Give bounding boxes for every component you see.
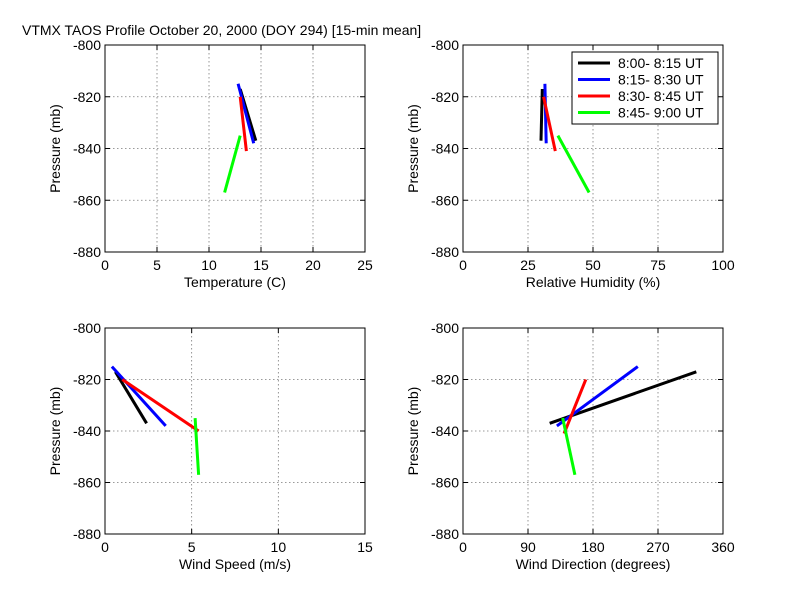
y-tick-label: -880 (73, 244, 101, 260)
figure-title: VTMX TAOS Profile October 20, 2000 (DOY … (22, 22, 421, 38)
legend-label: 8:00- 8:15 UT (618, 55, 704, 71)
x-axis-label: Wind Direction (degrees) (516, 556, 671, 572)
panels: 0 5 10 15 20 25 -880 -860 -840 -820 -800 Temperatur… (47, 37, 735, 572)
series-line-8-45-9-00 (556, 134, 591, 194)
x-tick-label: 0 (101, 257, 109, 273)
y-tick-label: -840 (431, 423, 459, 439)
legend: 8:00- 8:15 UT8:15- 8:30 UT8:30- 8:45 UT8… (571, 51, 719, 125)
x-tick-label: 20 (305, 257, 321, 273)
x-tick-label: 0 (101, 539, 109, 555)
y-tick-label: -800 (431, 320, 459, 336)
x-tick-label: 15 (357, 539, 373, 555)
panel-wind-direction: 0 90 180 270 360 -880 -860 -840 -820 -800 Wind Dir… (405, 320, 735, 572)
y-axis-label: Pressure (mb) (47, 104, 63, 193)
y-tick-label: -820 (73, 372, 101, 388)
x-tick-label: 180 (581, 539, 605, 555)
x-tick-label: 5 (188, 539, 196, 555)
y-tick-label: -800 (431, 37, 459, 53)
series-line-8-45-9-00 (223, 135, 242, 193)
y-tick-label: -860 (431, 192, 459, 208)
y-tick-label: -880 (431, 526, 459, 542)
series-line-8-45-9-00 (561, 417, 577, 476)
series-line-8-15-8-30 (236, 83, 256, 144)
series-line-8-15-8-30 (110, 365, 167, 427)
x-tick-label: 90 (520, 539, 536, 555)
y-tick-label: -840 (73, 423, 101, 439)
y-tick-label: -820 (431, 372, 459, 388)
legend-label: 8:30- 8:45 UT (618, 88, 704, 104)
x-tick-label: 10 (271, 539, 287, 555)
y-axis-label: Pressure (mb) (405, 104, 421, 193)
y-tick-label: -820 (73, 89, 101, 105)
y-tick-label: -840 (431, 141, 459, 157)
x-tick-label: 100 (711, 257, 735, 273)
x-tick-label: 0 (459, 257, 467, 273)
series-line-8-30-8-45 (562, 378, 588, 435)
y-tick-label: -800 (73, 320, 101, 336)
y-tick-label: -880 (73, 526, 101, 542)
y-tick-label: -800 (73, 37, 101, 53)
y-tick-label: -860 (73, 192, 101, 208)
series-line-8-00-8-15 (114, 371, 148, 425)
x-tick-label: 270 (646, 539, 670, 555)
series-line-8-15-8-30 (543, 83, 548, 144)
x-axis-label: Wind Speed (m/s) (179, 556, 291, 572)
x-tick-label: 0 (459, 539, 467, 555)
series-line-8-30-8-45 (238, 96, 248, 152)
y-tick-label: -840 (73, 141, 101, 157)
series-line-8-30-8-45 (121, 378, 200, 433)
legend-label: 8:15- 8:30 UT (618, 72, 704, 88)
legend-label: 8:45- 9:00 UT (618, 105, 704, 121)
x-tick-label: 15 (253, 257, 269, 273)
y-tick-label: -860 (73, 475, 101, 491)
panel-temperature: 0 5 10 15 20 25 -880 -860 -840 -820 -800 Temperatur… (47, 37, 373, 290)
series-line-8-30-8-45 (542, 96, 557, 152)
series-line-8-00-8-15 (539, 88, 544, 141)
panel-humidity: 0 25 50 75 100 -880 -860 -840 -820 -800 Relative H… (405, 37, 735, 290)
x-tick-label: 360 (711, 539, 735, 555)
series-line-8-45-9-00 (193, 418, 201, 475)
x-tick-label: 25 (357, 257, 373, 273)
x-tick-label: 50 (585, 257, 601, 273)
y-tick-label: -860 (431, 475, 459, 491)
x-tick-label: 75 (650, 257, 666, 273)
panel-wind-speed: 0 5 10 15 -880 -860 -840 -820 -800 Wind Speed (m/… (47, 320, 373, 572)
x-axis-label: Relative Humidity (%) (526, 274, 661, 290)
y-axis-label: Pressure (mb) (47, 387, 63, 476)
x-tick-label: 10 (201, 257, 217, 273)
y-axis-label: Pressure (mb) (405, 387, 421, 476)
y-tick-label: -880 (431, 244, 459, 260)
x-tick-label: 5 (153, 257, 161, 273)
x-tick-label: 25 (520, 257, 536, 273)
y-tick-label: -820 (431, 89, 459, 105)
x-axis-label: Temperature (C) (184, 274, 286, 290)
